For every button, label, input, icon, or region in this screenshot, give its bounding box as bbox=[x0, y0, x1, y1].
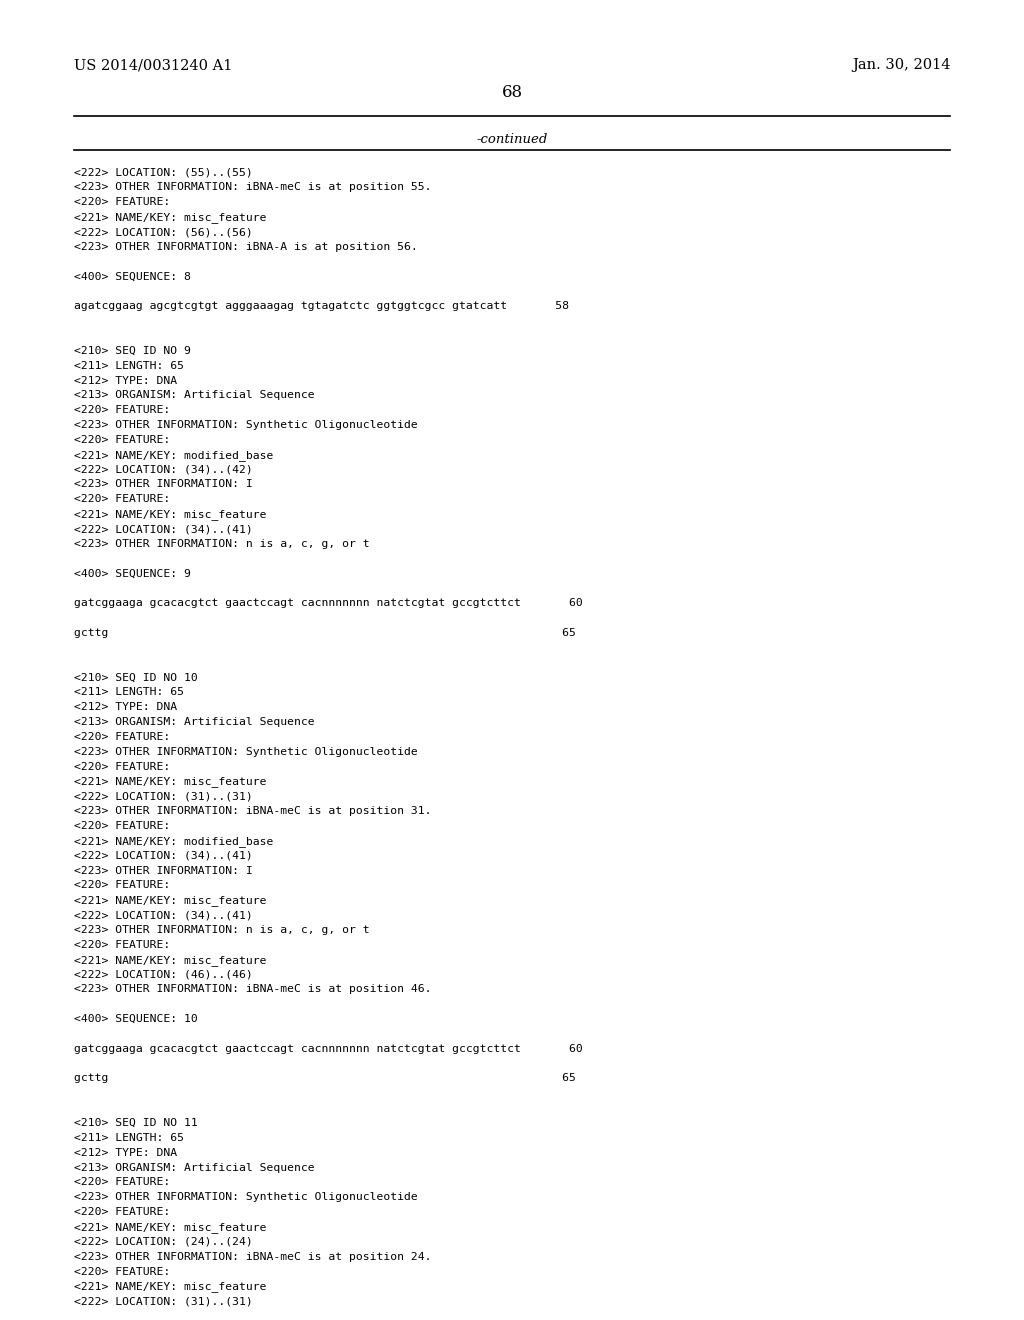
Text: gcttg                                                                  65: gcttg 65 bbox=[74, 1073, 575, 1084]
Text: <223> OTHER INFORMATION: Synthetic Oligonucleotide: <223> OTHER INFORMATION: Synthetic Oligo… bbox=[74, 747, 418, 756]
Text: -continued: -continued bbox=[476, 133, 548, 147]
Text: <400> SEQUENCE: 9: <400> SEQUENCE: 9 bbox=[74, 569, 190, 578]
Text: US 2014/0031240 A1: US 2014/0031240 A1 bbox=[74, 58, 232, 73]
Text: <211> LENGTH: 65: <211> LENGTH: 65 bbox=[74, 360, 183, 371]
Text: <220> FEATURE:: <220> FEATURE: bbox=[74, 1206, 170, 1217]
Text: <223> OTHER INFORMATION: iBNA-meC is at position 24.: <223> OTHER INFORMATION: iBNA-meC is at … bbox=[74, 1251, 431, 1262]
Text: gcttg                                                                  65: gcttg 65 bbox=[74, 628, 575, 638]
Text: <222> LOCATION: (55)..(55): <222> LOCATION: (55)..(55) bbox=[74, 168, 253, 178]
Text: <223> OTHER INFORMATION: Synthetic Oligonucleotide: <223> OTHER INFORMATION: Synthetic Oligo… bbox=[74, 1192, 418, 1203]
Text: <223> OTHER INFORMATION: I: <223> OTHER INFORMATION: I bbox=[74, 866, 253, 875]
Text: <211> LENGTH: 65: <211> LENGTH: 65 bbox=[74, 1133, 183, 1143]
Text: Jan. 30, 2014: Jan. 30, 2014 bbox=[852, 58, 950, 73]
Text: <222> LOCATION: (31)..(31): <222> LOCATION: (31)..(31) bbox=[74, 1296, 253, 1307]
Text: <220> FEATURE:: <220> FEATURE: bbox=[74, 1267, 170, 1276]
Text: <220> FEATURE:: <220> FEATURE: bbox=[74, 197, 170, 207]
Text: <220> FEATURE:: <220> FEATURE: bbox=[74, 762, 170, 772]
Text: <222> LOCATION: (34)..(41): <222> LOCATION: (34)..(41) bbox=[74, 524, 253, 535]
Text: <223> OTHER INFORMATION: iBNA-meC is at position 55.: <223> OTHER INFORMATION: iBNA-meC is at … bbox=[74, 182, 431, 193]
Text: <400> SEQUENCE: 10: <400> SEQUENCE: 10 bbox=[74, 1014, 198, 1024]
Text: <221> NAME/KEY: misc_feature: <221> NAME/KEY: misc_feature bbox=[74, 1222, 266, 1233]
Text: <221> NAME/KEY: misc_feature: <221> NAME/KEY: misc_feature bbox=[74, 776, 266, 788]
Text: <223> OTHER INFORMATION: Synthetic Oligonucleotide: <223> OTHER INFORMATION: Synthetic Oligo… bbox=[74, 420, 418, 430]
Text: <221> NAME/KEY: misc_feature: <221> NAME/KEY: misc_feature bbox=[74, 895, 266, 907]
Text: <213> ORGANISM: Artificial Sequence: <213> ORGANISM: Artificial Sequence bbox=[74, 1163, 314, 1172]
Text: <212> TYPE: DNA: <212> TYPE: DNA bbox=[74, 702, 177, 713]
Text: <220> FEATURE:: <220> FEATURE: bbox=[74, 405, 170, 416]
Text: <223> OTHER INFORMATION: iBNA-meC is at position 46.: <223> OTHER INFORMATION: iBNA-meC is at … bbox=[74, 985, 431, 994]
Text: <210> SEQ ID NO 10: <210> SEQ ID NO 10 bbox=[74, 672, 198, 682]
Text: <212> TYPE: DNA: <212> TYPE: DNA bbox=[74, 1147, 177, 1158]
Text: <220> FEATURE:: <220> FEATURE: bbox=[74, 1177, 170, 1188]
Text: <210> SEQ ID NO 9: <210> SEQ ID NO 9 bbox=[74, 346, 190, 356]
Text: <221> NAME/KEY: modified_base: <221> NAME/KEY: modified_base bbox=[74, 450, 273, 461]
Text: <223> OTHER INFORMATION: n is a, c, g, or t: <223> OTHER INFORMATION: n is a, c, g, o… bbox=[74, 539, 370, 549]
Text: <223> OTHER INFORMATION: n is a, c, g, or t: <223> OTHER INFORMATION: n is a, c, g, o… bbox=[74, 925, 370, 935]
Text: <220> FEATURE:: <220> FEATURE: bbox=[74, 731, 170, 742]
Text: <221> NAME/KEY: misc_feature: <221> NAME/KEY: misc_feature bbox=[74, 954, 266, 966]
Text: <213> ORGANISM: Artificial Sequence: <213> ORGANISM: Artificial Sequence bbox=[74, 391, 314, 400]
Text: <400> SEQUENCE: 8: <400> SEQUENCE: 8 bbox=[74, 272, 190, 281]
Text: <222> LOCATION: (34)..(41): <222> LOCATION: (34)..(41) bbox=[74, 850, 253, 861]
Text: <223> OTHER INFORMATION: iBNA-A is at position 56.: <223> OTHER INFORMATION: iBNA-A is at po… bbox=[74, 242, 418, 252]
Text: <220> FEATURE:: <220> FEATURE: bbox=[74, 821, 170, 832]
Text: <210> SEQ ID NO 11: <210> SEQ ID NO 11 bbox=[74, 1118, 198, 1129]
Text: <221> NAME/KEY: misc_feature: <221> NAME/KEY: misc_feature bbox=[74, 1282, 266, 1292]
Text: <213> ORGANISM: Artificial Sequence: <213> ORGANISM: Artificial Sequence bbox=[74, 717, 314, 727]
Text: <222> LOCATION: (46)..(46): <222> LOCATION: (46)..(46) bbox=[74, 969, 253, 979]
Text: <222> LOCATION: (24)..(24): <222> LOCATION: (24)..(24) bbox=[74, 1237, 253, 1247]
Text: <221> NAME/KEY: misc_feature: <221> NAME/KEY: misc_feature bbox=[74, 510, 266, 520]
Text: <223> OTHER INFORMATION: iBNA-meC is at position 31.: <223> OTHER INFORMATION: iBNA-meC is at … bbox=[74, 807, 431, 816]
Text: <220> FEATURE:: <220> FEATURE: bbox=[74, 940, 170, 950]
Text: 68: 68 bbox=[502, 84, 522, 102]
Text: agatcggaag agcgtcgtgt agggaaagag tgtagatctc ggtggtcgcc gtatcatt       58: agatcggaag agcgtcgtgt agggaaagag tgtagat… bbox=[74, 301, 568, 312]
Text: gatcggaaga gcacacgtct gaactccagt cacnnnnnnn natctcgtat gccgtcttct       60: gatcggaaga gcacacgtct gaactccagt cacnnnn… bbox=[74, 598, 583, 609]
Text: <222> LOCATION: (34)..(41): <222> LOCATION: (34)..(41) bbox=[74, 911, 253, 920]
Text: gatcggaaga gcacacgtct gaactccagt cacnnnnnnn natctcgtat gccgtcttct       60: gatcggaaga gcacacgtct gaactccagt cacnnnn… bbox=[74, 1044, 583, 1053]
Text: <223> OTHER INFORMATION: I: <223> OTHER INFORMATION: I bbox=[74, 479, 253, 490]
Text: <220> FEATURE:: <220> FEATURE: bbox=[74, 880, 170, 891]
Text: <221> NAME/KEY: modified_base: <221> NAME/KEY: modified_base bbox=[74, 836, 273, 847]
Text: <212> TYPE: DNA: <212> TYPE: DNA bbox=[74, 375, 177, 385]
Text: <221> NAME/KEY: misc_feature: <221> NAME/KEY: misc_feature bbox=[74, 213, 266, 223]
Text: <211> LENGTH: 65: <211> LENGTH: 65 bbox=[74, 688, 183, 697]
Text: <222> LOCATION: (56)..(56): <222> LOCATION: (56)..(56) bbox=[74, 227, 253, 238]
Text: <222> LOCATION: (34)..(42): <222> LOCATION: (34)..(42) bbox=[74, 465, 253, 475]
Text: <220> FEATURE:: <220> FEATURE: bbox=[74, 436, 170, 445]
Text: <222> LOCATION: (31)..(31): <222> LOCATION: (31)..(31) bbox=[74, 791, 253, 801]
Text: <220> FEATURE:: <220> FEATURE: bbox=[74, 495, 170, 504]
